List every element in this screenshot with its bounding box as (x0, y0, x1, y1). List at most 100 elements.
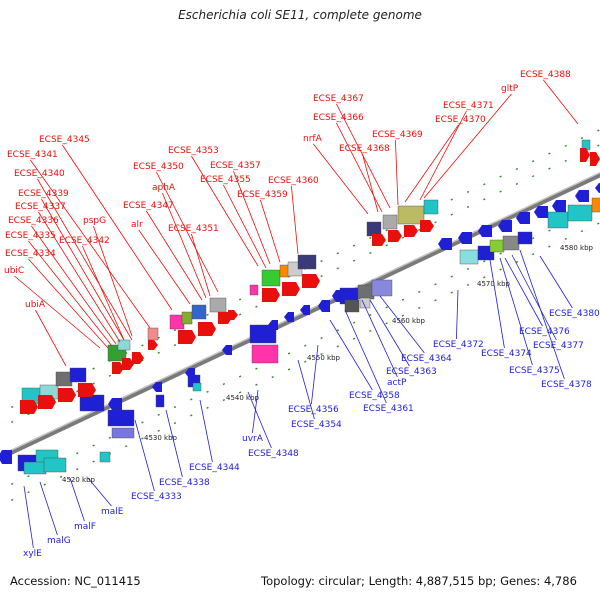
forward-gene-arrow (112, 362, 124, 374)
forward-gene-arrow (198, 322, 216, 336)
kbp-label: 4560 kbp (392, 317, 426, 325)
leader-line (511, 254, 557, 341)
leader-line (41, 198, 125, 341)
gene-block (249, 324, 277, 344)
gene-label-top: alr (131, 220, 143, 230)
gene-label-top: ECSE_4350 (133, 162, 184, 172)
leader-line (162, 192, 207, 299)
reverse-gene-arrow (332, 290, 344, 302)
forward-gene-arrow (132, 352, 144, 364)
gene-block (423, 199, 439, 215)
gene-block (155, 394, 165, 408)
leader-line (37, 178, 133, 341)
leader-line (313, 143, 369, 215)
leader-line (369, 299, 410, 367)
reverse-gene-arrow (575, 190, 589, 202)
gene-block (459, 249, 479, 265)
forward-gene-arrow (228, 310, 238, 320)
leader-line (156, 171, 219, 293)
gene-label-bottom: xylE (23, 549, 42, 559)
leader-line (82, 245, 125, 341)
gene-label-bottom: uvrA (242, 434, 264, 444)
gene-label-top: ECSE_4359 (237, 190, 288, 200)
gene-block (489, 239, 505, 253)
leader-line (191, 155, 259, 267)
gene-label-bottom: actP (387, 378, 407, 388)
reverse-gene-arrow (108, 398, 122, 410)
gene-block (69, 367, 87, 383)
leader-line (260, 199, 281, 263)
gene-label-top: ECSE_4336 (8, 216, 59, 226)
reverse-gene-arrow (300, 305, 310, 315)
reverse-gene-arrow (552, 200, 566, 212)
map-title: Escherichia coli SE11, complete genome (178, 8, 422, 22)
leader-line (404, 124, 459, 203)
forward-gene-arrow (20, 400, 38, 414)
kbp-label: 4550 kbp (307, 354, 341, 362)
gene-block (591, 197, 600, 213)
kbp-label: 4520 kbp (62, 476, 96, 484)
gene-label-top: ECSE_4370 (435, 115, 486, 125)
gene-block (55, 371, 73, 387)
gene-block (366, 221, 382, 237)
leader-line (35, 309, 67, 367)
gene-label-bottom: ECSE_4338 (159, 478, 210, 488)
leader-line (519, 249, 565, 380)
forward-gene-arrow (388, 230, 402, 242)
gene-label-bottom: ECSE_4333 (131, 492, 182, 502)
kbp-label: 4530 kbp (144, 434, 178, 442)
gene-block (297, 254, 317, 270)
reverse-gene-arrow (0, 450, 12, 464)
gene-block (261, 269, 281, 287)
gene-block (371, 279, 393, 297)
reverse-gene-arrow (318, 300, 330, 312)
forward-gene-arrow (580, 148, 590, 162)
leader-line (252, 389, 259, 434)
kbp-label: 4540 kbp (226, 394, 260, 402)
gene-block (99, 451, 111, 463)
forward-gene-arrow (282, 282, 300, 296)
leader-line (297, 359, 315, 420)
gene-block (249, 284, 259, 296)
gene-block (344, 299, 360, 313)
leader-line (93, 225, 133, 337)
gene-label-top: ECSE_4353 (168, 146, 219, 156)
gene-label-top: nrfA (303, 134, 323, 144)
leader-line (134, 419, 155, 492)
gene-label-bottom: ECSE_4356 (288, 405, 339, 415)
leader-line (499, 257, 533, 366)
gene-label-top: ECSE_4360 (268, 176, 319, 186)
gene-label-top: ECSE_4368 (339, 144, 390, 154)
gene-label-top: ubiC (4, 266, 24, 276)
leader-line (504, 257, 543, 327)
gene-label-top: ECSE_4345 (39, 135, 90, 145)
gene-block (357, 284, 375, 300)
gene-block (23, 461, 47, 475)
gene-label-bottom: ECSE_4380 (549, 309, 600, 319)
gene-block (209, 297, 227, 313)
gene-label-bottom: ECSE_4372 (433, 340, 484, 350)
gene-block (567, 204, 593, 222)
gene-label-top: ECSE_4367 (313, 94, 364, 104)
leader-line (362, 153, 379, 213)
forward-gene-arrow (302, 274, 320, 288)
gene-label-bottom: ECSE_4354 (291, 420, 342, 430)
gene-block (359, 297, 371, 309)
gene-label-bottom: ECSE_4376 (519, 327, 570, 337)
leader-line (329, 319, 373, 391)
leader-line (291, 185, 299, 255)
gene-block (502, 235, 520, 251)
gene-label-top: ECSE_4355 (200, 175, 251, 185)
forward-gene-arrow (148, 340, 158, 350)
reverse-gene-arrow (284, 312, 294, 322)
reverse-gene-arrow (185, 368, 195, 378)
gene-label-top: ECSE_4335 (5, 231, 56, 241)
leader-line (31, 225, 117, 345)
gene-label-top: ECSE_4369 (372, 130, 423, 140)
forward-gene-arrow (404, 225, 418, 237)
leader-line (14, 275, 101, 349)
gene-label-bottom: malG (47, 536, 71, 546)
leader-line (191, 233, 211, 297)
gene-label-top: ECSE_4334 (5, 249, 56, 259)
